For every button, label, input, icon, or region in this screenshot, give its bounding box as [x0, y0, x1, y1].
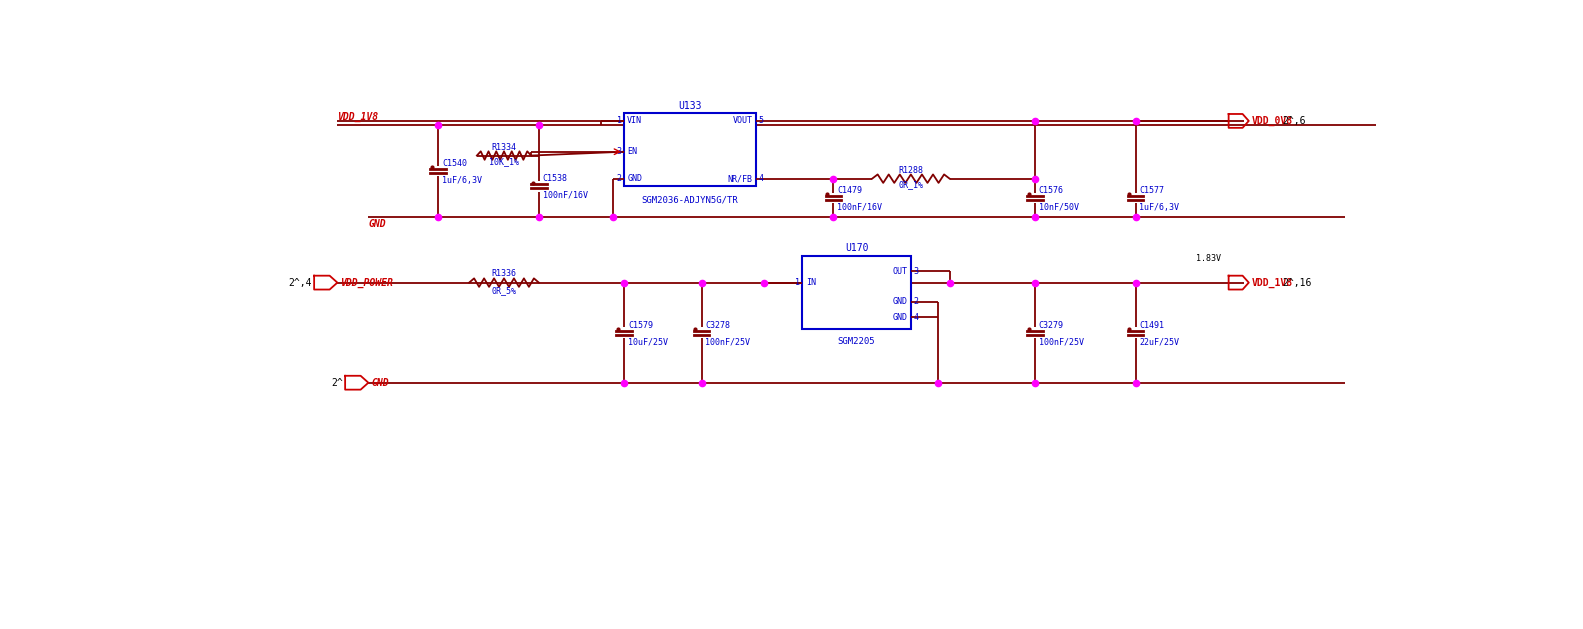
- Bar: [624, 113, 755, 186]
- Text: VDD_POWER: VDD_POWER: [340, 277, 393, 287]
- Text: 5: 5: [758, 116, 763, 125]
- Text: 1: 1: [617, 116, 622, 125]
- Text: VDD_1V8: VDD_1V8: [337, 111, 378, 121]
- Text: C3278: C3278: [706, 321, 730, 330]
- Text: 1uF/6,3V: 1uF/6,3V: [442, 175, 481, 184]
- Text: SGM2036-ADJYN5G/TR: SGM2036-ADJYN5G/TR: [641, 196, 738, 204]
- Text: 2: 2: [617, 174, 622, 183]
- Text: 2^: 2^: [331, 377, 344, 387]
- Text: U133: U133: [678, 101, 701, 111]
- Text: 3: 3: [913, 267, 918, 276]
- Text: C1540: C1540: [442, 159, 467, 168]
- Text: GND: GND: [893, 298, 907, 306]
- Text: EN: EN: [627, 147, 638, 156]
- Text: 2: 2: [913, 298, 918, 306]
- Text: C1479: C1479: [837, 186, 863, 195]
- Text: C1576: C1576: [1038, 186, 1064, 195]
- Text: 0R_1%: 0R_1%: [899, 180, 923, 189]
- Text: C1577: C1577: [1140, 186, 1165, 195]
- Text: 4: 4: [758, 174, 763, 183]
- Text: C1579: C1579: [628, 321, 654, 330]
- Text: GND: GND: [893, 313, 907, 322]
- Text: R1336: R1336: [491, 269, 516, 278]
- Text: C1491: C1491: [1140, 321, 1165, 330]
- Text: GND: GND: [627, 174, 643, 183]
- Text: 2^,16: 2^,16: [1282, 277, 1312, 287]
- Text: 22uF/25V: 22uF/25V: [1140, 337, 1179, 347]
- Text: 0R_5%: 0R_5%: [491, 286, 516, 296]
- Text: 10nF/50V: 10nF/50V: [1038, 203, 1078, 211]
- Text: 100nF/25V: 100nF/25V: [1038, 337, 1084, 347]
- Text: NR/FB: NR/FB: [728, 174, 754, 183]
- Text: 100nF/25V: 100nF/25V: [706, 337, 750, 347]
- Text: VIN: VIN: [627, 116, 643, 125]
- Text: R1334: R1334: [491, 143, 516, 152]
- Text: 2^,6: 2^,6: [1282, 116, 1306, 126]
- Text: OUT: OUT: [893, 267, 907, 276]
- Text: SGM2205: SGM2205: [837, 337, 875, 345]
- Text: 1.83V: 1.83V: [1195, 254, 1220, 264]
- Text: 2^,4: 2^,4: [288, 277, 312, 287]
- Text: 100nF/16V: 100nF/16V: [543, 191, 587, 200]
- Text: 10K_1%: 10K_1%: [489, 157, 519, 166]
- Text: 1uF/6,3V: 1uF/6,3V: [1140, 203, 1179, 211]
- Text: C3279: C3279: [1038, 321, 1064, 330]
- Bar: [803, 255, 910, 329]
- Text: IN: IN: [806, 278, 817, 287]
- Text: GND: GND: [369, 220, 386, 230]
- Text: 100nF/16V: 100nF/16V: [837, 203, 882, 211]
- Text: VDD_1V8: VDD_1V8: [1252, 277, 1293, 287]
- Text: GND: GND: [372, 377, 389, 387]
- Text: VDD_0V8: VDD_0V8: [1252, 116, 1293, 126]
- Text: 10uF/25V: 10uF/25V: [628, 337, 668, 347]
- Text: 3: 3: [617, 147, 622, 156]
- Text: C1538: C1538: [543, 174, 568, 183]
- Text: 1: 1: [795, 278, 799, 287]
- Text: R1288: R1288: [899, 166, 923, 175]
- Text: 4: 4: [913, 313, 918, 322]
- Text: VOUT: VOUT: [733, 116, 754, 125]
- Text: U170: U170: [845, 243, 869, 253]
